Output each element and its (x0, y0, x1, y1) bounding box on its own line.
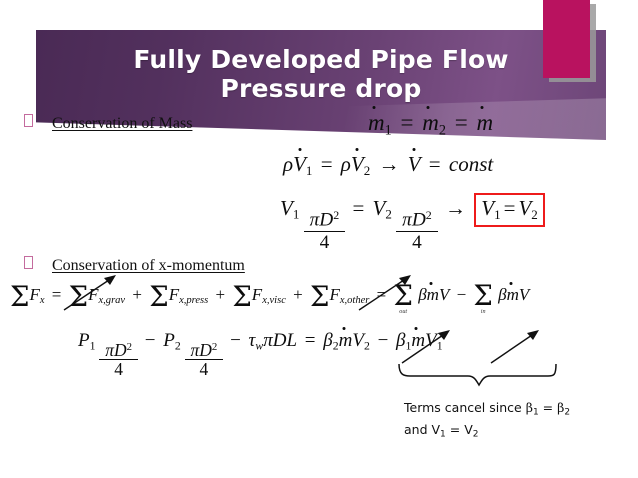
bullet-label: Conservation of x-momentum (52, 257, 245, 274)
equation-velocity-equality: V1 πD2 4 = V2 πD2 4 → V1 = V2 (280, 193, 545, 253)
equation-mass-flow-rate: m1 = m2 = m (368, 110, 494, 139)
underbrace-cancelled-terms (398, 363, 557, 387)
banner-gradient-shape (36, 30, 606, 140)
cancel-arrow-beta1-icon (490, 330, 539, 364)
title-line-1: Fully Developed Pipe Flow (133, 45, 509, 74)
sigma-limit-out: out (399, 309, 408, 315)
title-line-2: Pressure drop (220, 74, 422, 103)
pink-accent-block (543, 0, 590, 78)
bullet-conservation-of-mass: Conservation of Mass (24, 114, 193, 133)
page-title: Fully Developed Pipe Flow Pressure drop (36, 30, 606, 118)
sigma-limit-in: in (480, 309, 486, 315)
annotation-line-2: and V1 = V2 (404, 422, 479, 440)
bullet-marker-icon (24, 256, 33, 269)
bullet-marker-icon (24, 114, 33, 127)
annotation-line-1: Terms cancel since β1 = β2 (404, 400, 571, 418)
bullet-label: Conservation of Mass (52, 115, 193, 132)
equation-volume-flow-rate: ρV1 = ρV2 → V = const (283, 152, 494, 178)
equation-x-momentum-general: ΣFx = ΣFx,grav + ΣFx,press + ΣFx,visc + … (10, 280, 530, 315)
beta-symbol: β (525, 400, 533, 415)
equation-x-momentum-pipe: P1 πD2 4 − P2 πD2 4 − τwπDL = β2mV2 − β1mV… (78, 330, 443, 380)
annotation-terms-cancel: Terms cancel since β1 = β2 and V1 = V2 (404, 398, 570, 443)
bullet-conservation-of-x-momentum: Conservation of x-momentum (24, 256, 245, 275)
title-banner: Fully Developed Pipe Flow Pressure drop (0, 0, 638, 160)
beta-symbol: β (557, 400, 565, 415)
highlight-box-velocity-equal: V1 = V2 (474, 193, 545, 227)
